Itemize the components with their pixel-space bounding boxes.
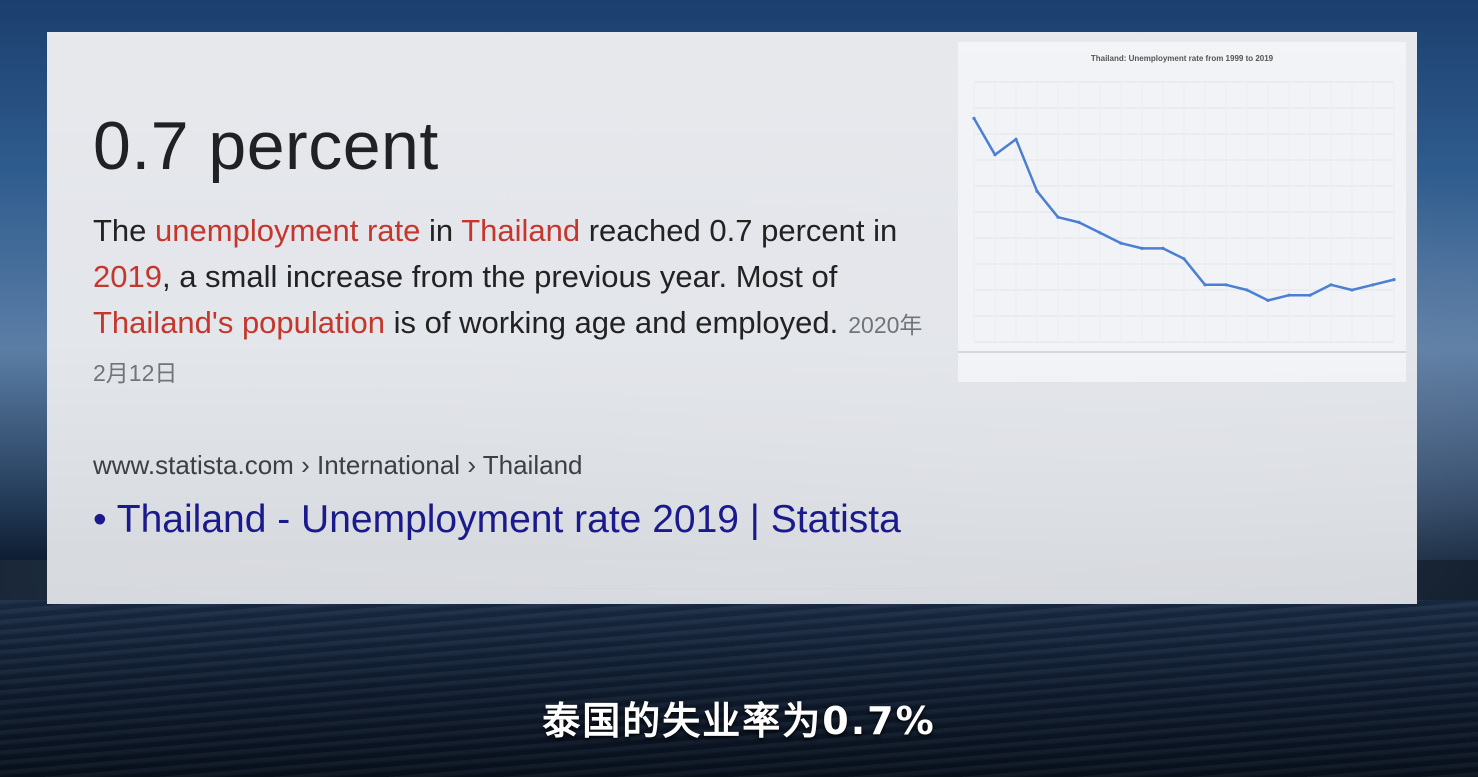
result-title-link[interactable]: • Thailand - Unemployment rate 2019 | St… [93,498,901,541]
snippet-text: The unemployment rate in Thailand reache… [93,208,923,396]
chart-point [1308,293,1312,297]
snippet-text-part: reached 0.7 percent in [580,213,898,248]
unemployment-line-chart [958,81,1406,353]
chart-point [1077,220,1081,224]
chart-point [1014,137,1018,141]
snippet-text-part: is of working age and employed. [385,305,839,340]
highlight-unemployment-rate[interactable]: unemployment rate [155,213,421,248]
breadcrumb-international: International [316,450,461,480]
chart-point [1140,246,1144,250]
chart-point [1161,246,1165,250]
snippet-text-part: The [93,213,156,248]
chart-point [1287,293,1291,297]
source-domain: www.statista.com [93,450,294,480]
chart-point [1203,283,1207,287]
featured-snippet-card: 0.7 percent The unemployment rate in Tha… [47,32,1417,604]
chart-point [972,116,976,120]
snippet-text-part: in [420,213,462,248]
chart-point [1266,298,1270,302]
snippet-date: 2020年2月12日 [93,312,923,386]
snippet-text-part: , a small increase from the previous yea… [161,259,838,294]
chart-point [1056,215,1060,219]
highlight-thailand[interactable]: Thailand [461,213,581,248]
chart-point [993,153,997,157]
chart-point [1098,231,1102,235]
chart-title: Thailand: Unemployment rate from 1999 to… [1090,54,1274,63]
highlight-thailand-population[interactable]: Thailand's population [93,305,386,340]
chart-point [1392,278,1396,282]
chart-point [1371,283,1375,287]
source-breadcrumb[interactable]: www.statista.com › International › Thail… [93,450,582,481]
chart-point [1035,189,1039,193]
chart-thumbnail[interactable]: Thailand: Unemployment rate from 1999 to… [958,42,1406,382]
chart-point [1119,241,1123,245]
breadcrumb-thailand: Thailand [482,450,583,480]
video-subtitle: 泰国的失业率为0.7% [542,699,936,743]
chart-point [1182,257,1186,261]
divider [93,588,1403,589]
highlight-2019[interactable]: 2019 [93,259,162,294]
chart-point [1245,288,1249,292]
breadcrumb-separator: › [301,450,310,480]
chart-point [1224,283,1228,287]
answer-heading: 0.7 percent [93,108,439,184]
breadcrumb-separator: › [467,450,476,480]
chart-point [1350,288,1354,292]
chart-point [1329,283,1333,287]
background-water [0,600,1478,777]
